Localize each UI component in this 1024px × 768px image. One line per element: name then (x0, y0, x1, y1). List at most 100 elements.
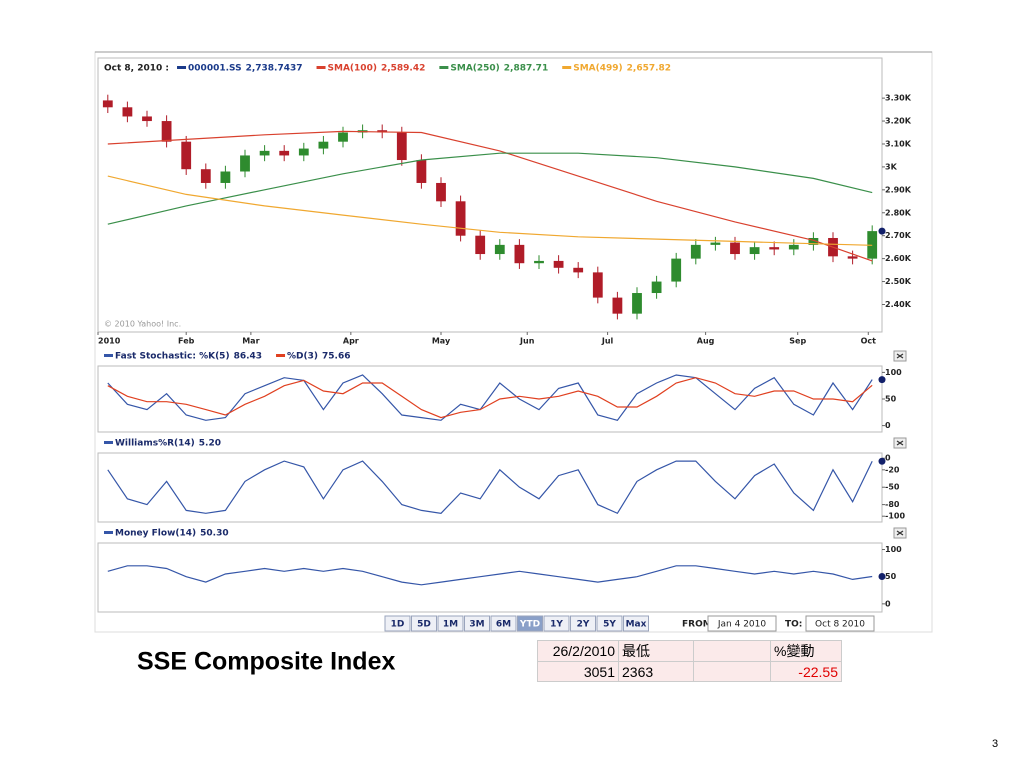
legend-swatch (177, 66, 187, 69)
candle-body (279, 150, 290, 156)
y-tick-label: 3.20K (885, 117, 912, 126)
range-button[interactable] (570, 615, 596, 632)
candle-body (475, 235, 486, 255)
candle-body (769, 247, 780, 250)
candle-body (671, 258, 682, 282)
candle-body (847, 256, 858, 259)
y-tick-label: 0 (885, 454, 891, 463)
x-tick-label: Apr (343, 337, 359, 346)
range-button[interactable] (623, 615, 649, 632)
candle-body (592, 272, 603, 298)
table-cell: %變動 (770, 640, 842, 662)
candle-body (455, 201, 466, 236)
y-tick-label: 100 (885, 545, 902, 554)
series-line (107, 565, 873, 586)
range-button[interactable] (464, 615, 490, 632)
to-label: TO: (785, 620, 802, 630)
candle-body (181, 141, 192, 170)
close-icon[interactable] (896, 353, 904, 359)
legend-value: 2,657.82 (627, 64, 671, 74)
range-button-label[interactable]: 5Y (603, 620, 616, 630)
plot-area (97, 365, 883, 433)
from-input[interactable] (707, 615, 777, 632)
to-input[interactable] (805, 615, 875, 632)
candle-body (612, 297, 623, 314)
legend-name: SMA(100) (328, 64, 377, 74)
legend-swatch (439, 66, 449, 69)
range-button-label[interactable]: YTD (519, 620, 540, 630)
range-button[interactable] (543, 615, 570, 632)
watermark: © 2010 Yahoo! Inc. (104, 320, 181, 329)
candle-body (259, 150, 270, 156)
range-button-label[interactable]: 1M (443, 620, 458, 630)
series-line (107, 152, 873, 225)
range-button-label[interactable]: 2Y (577, 620, 590, 630)
from-label: FROM: (682, 620, 715, 630)
last-value-dot (878, 227, 886, 235)
candle-body (200, 169, 211, 183)
candle-body (730, 242, 740, 255)
table-cell: -22.55 (770, 661, 842, 682)
legend-swatch (276, 354, 286, 357)
candle-body (573, 267, 584, 273)
candle-body (142, 116, 152, 122)
range-button[interactable] (437, 615, 464, 632)
table-row: 26/2/2010 最低 %變動 (537, 640, 842, 662)
series-line (107, 374, 873, 421)
x-tick-label: Aug (697, 337, 715, 346)
legend-name: SMA(250) (450, 64, 499, 74)
range-button[interactable] (411, 615, 437, 632)
y-tick-label: -80 (885, 500, 900, 509)
close-icon[interactable] (896, 440, 904, 446)
range-button-label[interactable]: 6M (496, 620, 511, 630)
table-cell (693, 661, 771, 682)
last-value-dot (878, 573, 886, 581)
range-button[interactable] (384, 615, 411, 632)
summary-table: 26/2/2010 最低 %變動 3051 2363 -22.55 (537, 640, 842, 682)
range-button[interactable] (596, 615, 623, 632)
last-value-dot (878, 376, 886, 384)
legend-name: SMA(499) (573, 64, 622, 74)
series-line (107, 175, 873, 246)
x-tick-label: Feb (178, 337, 195, 346)
table-cell (693, 640, 771, 662)
table-cell: 26/2/2010 (537, 640, 619, 662)
range-button-label[interactable]: 1D (391, 620, 405, 630)
to-value[interactable]: Oct 8 2010 (815, 620, 865, 630)
from-value[interactable]: Jan 4 2010 (717, 620, 766, 630)
range-button-label[interactable]: 5D (417, 620, 431, 630)
x-tick-label: Oct (861, 337, 877, 346)
legend-value: 2,589.42 (381, 64, 425, 74)
candle-body (788, 244, 799, 250)
series-line (107, 377, 873, 419)
x-tick-label: May (432, 337, 451, 346)
series-line (107, 460, 873, 515)
legend-name: %D(3) (287, 352, 318, 362)
legend-value: 2,887.71 (504, 64, 548, 74)
range-button-label[interactable]: Max (626, 620, 647, 630)
y-tick-label: 2.90K (885, 185, 912, 194)
table-row: 3051 2363 -22.55 (537, 661, 842, 682)
legend-swatch (104, 441, 113, 444)
y-tick-label: 3K (885, 162, 898, 171)
candle-body (534, 260, 544, 264)
legend-name: Williams%R(14) (115, 439, 195, 449)
range-button-label[interactable]: 3M (469, 620, 484, 630)
legend-name: Money Flow(14) (115, 529, 196, 539)
x-tick-label: 2010 (98, 337, 121, 346)
table-cell: 最低 (618, 640, 694, 662)
last-value-dot (878, 457, 886, 465)
y-tick-label: 2.60K (885, 254, 912, 263)
y-tick-label: 0 (885, 421, 891, 430)
y-tick-label: 2.40K (885, 300, 912, 309)
close-icon[interactable] (896, 530, 904, 536)
x-tick-label: Mar (242, 337, 259, 346)
range-button[interactable] (490, 615, 517, 632)
candle-body (318, 141, 329, 149)
candle-body (436, 182, 446, 202)
y-tick-label: 50 (885, 395, 897, 404)
candle-body (651, 281, 662, 294)
candle-body (690, 244, 701, 259)
range-button-label[interactable]: 1Y (550, 620, 563, 630)
range-button[interactable] (517, 615, 543, 632)
